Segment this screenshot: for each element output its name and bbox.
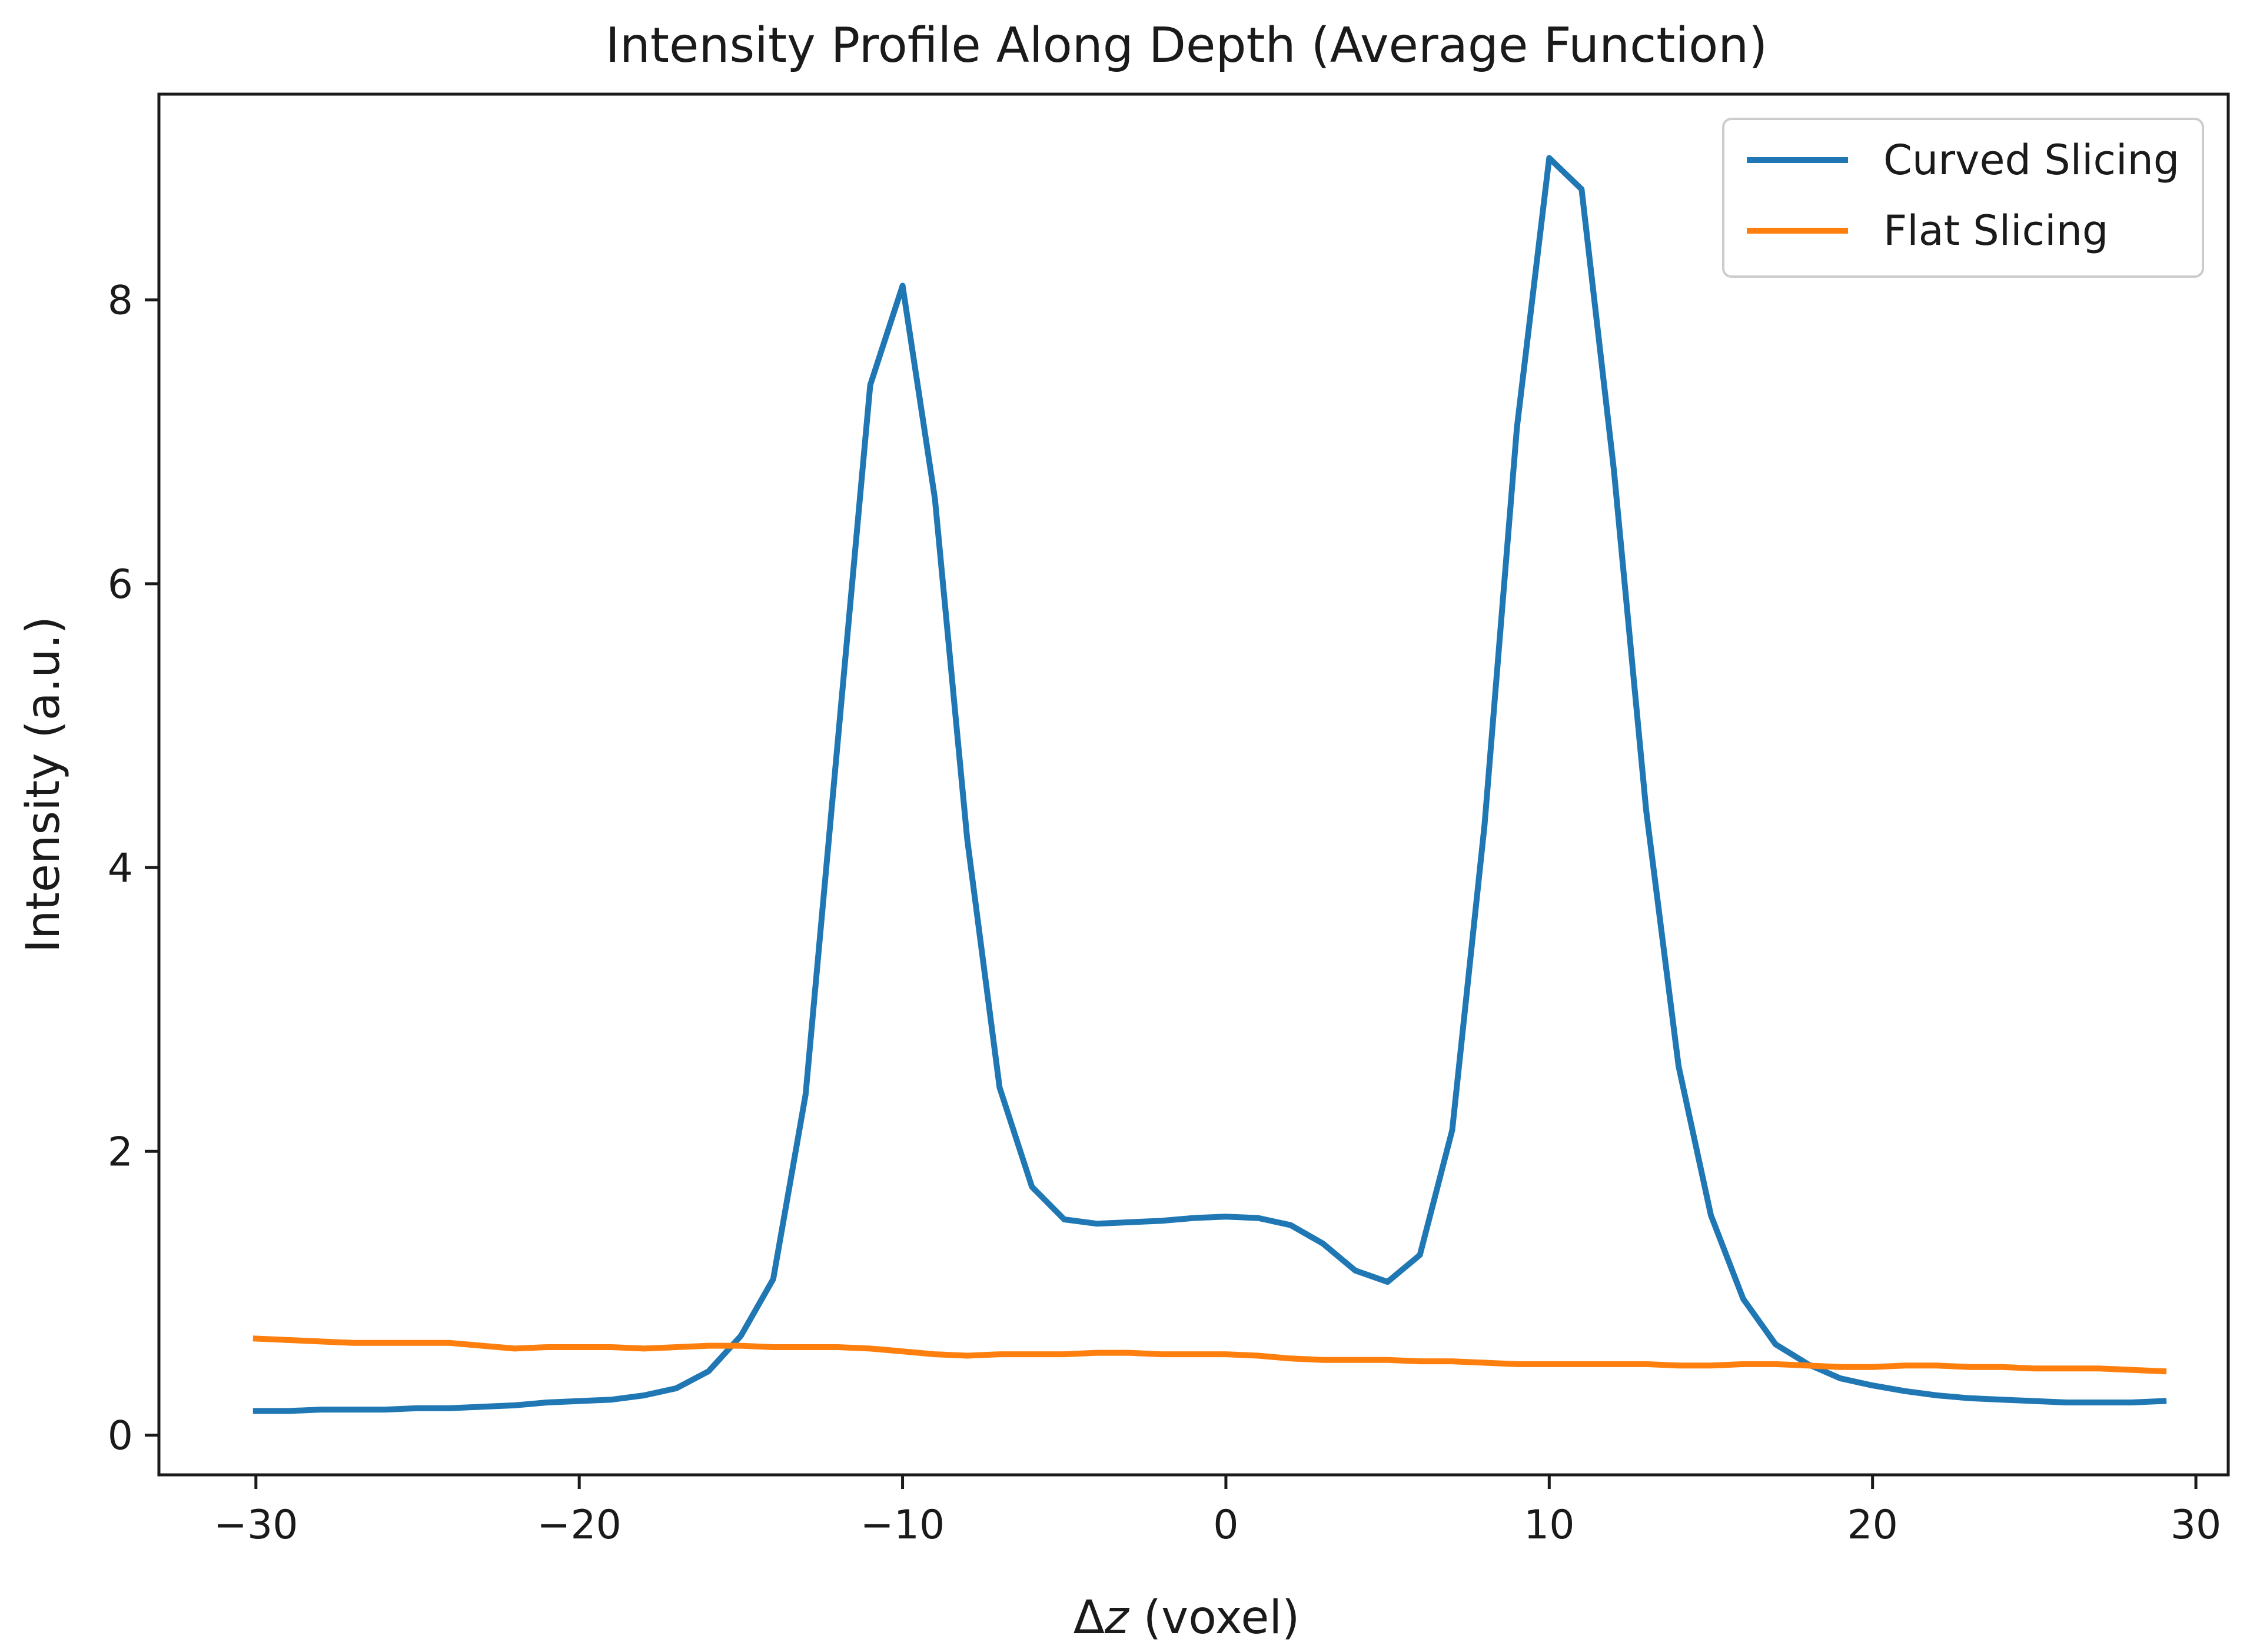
x-tick-label: 10 xyxy=(1524,1502,1575,1548)
x-axis: −30 −20 −10 0 10 20 30 xyxy=(214,1475,2221,1548)
legend-label-curved-slicing: Curved Slicing xyxy=(1883,136,2179,184)
series-line-flat-slicing xyxy=(252,1335,2167,1375)
x-tick-label: 20 xyxy=(1847,1502,1898,1548)
y-tick-label: 0 xyxy=(108,1412,133,1459)
chart-title: Intensity Profile Along Depth (Average F… xyxy=(606,18,1768,74)
y-axis-label: Intensity (a.u.) xyxy=(17,616,70,953)
y-tick-label: 6 xyxy=(108,561,133,608)
series-line-curved-slicing xyxy=(252,155,2167,1414)
y-tick-label: 4 xyxy=(108,845,133,892)
x-tick-label: −10 xyxy=(860,1502,945,1548)
x-axis-label: Δz (voxel) xyxy=(1074,1591,1300,1644)
plot-frame xyxy=(157,92,2230,1477)
x-axis-label-prefix: Δ xyxy=(1074,1591,1105,1644)
series-lines xyxy=(252,155,2167,1414)
x-tick-label: 0 xyxy=(1213,1502,1238,1548)
x-tick-label: −20 xyxy=(537,1502,622,1548)
x-tick-label: −30 xyxy=(214,1502,298,1548)
legend-label-flat-slicing: Flat Slicing xyxy=(1883,207,2108,255)
x-axis-label-suffix: (voxel) xyxy=(1129,1591,1300,1644)
y-tick-label: 2 xyxy=(108,1129,133,1175)
legend: Curved Slicing Flat Slicing xyxy=(1722,118,2204,278)
x-tick-label: 30 xyxy=(2171,1502,2222,1548)
x-axis-label-variable: z xyxy=(1104,1591,1130,1644)
y-tick-label: 8 xyxy=(108,278,133,324)
plot-area xyxy=(159,94,2228,1475)
y-axis: 0 2 4 6 8 xyxy=(108,278,159,1459)
